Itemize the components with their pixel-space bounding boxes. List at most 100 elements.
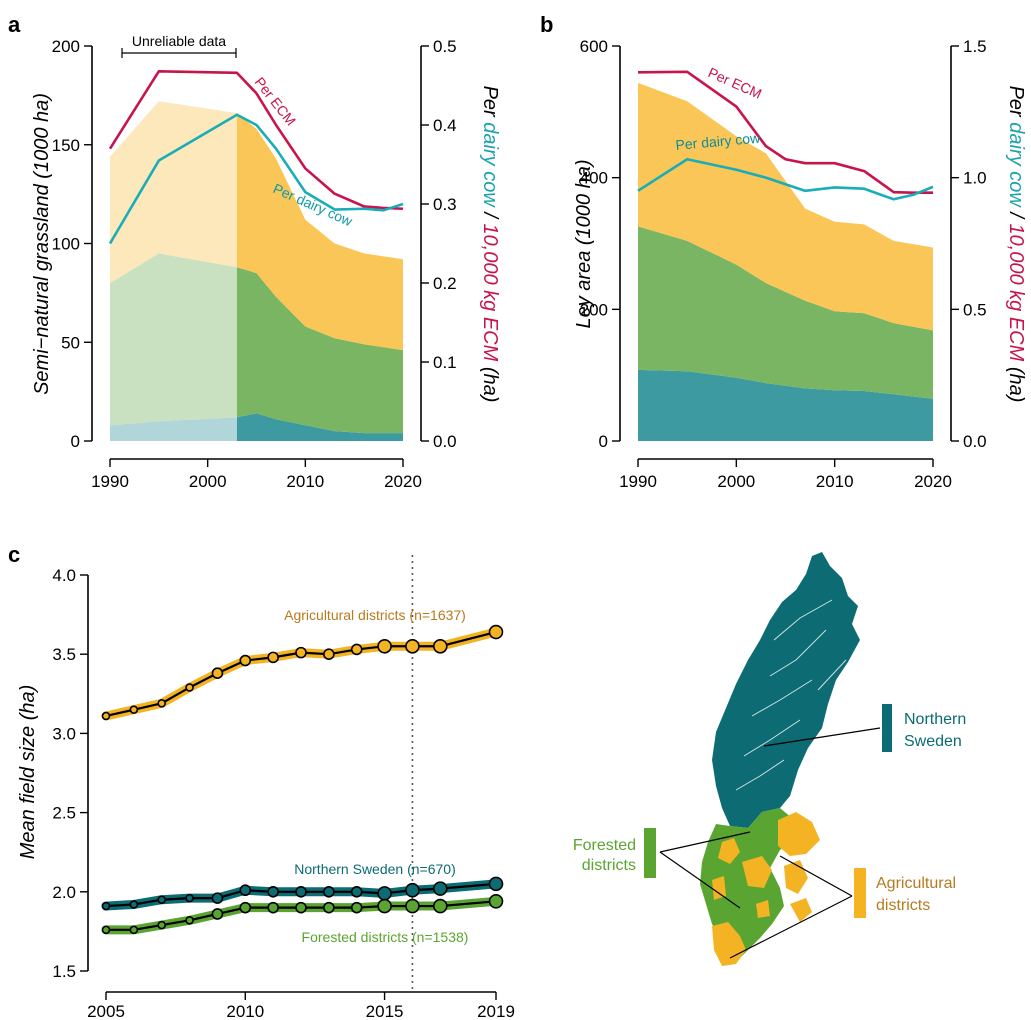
- c-point-agricultural: [377, 638, 392, 654]
- a-ylabel-right: Per dairy cow / 10,000 kg ECM (ha): [479, 86, 501, 403]
- c-point-forested: [405, 898, 420, 914]
- c-point-northern-sweden: [129, 900, 139, 909]
- a-ytick2-label: 0.1: [433, 353, 457, 372]
- c-point-agricultural: [267, 651, 279, 664]
- a-per-ecm-line: [108, 69, 404, 211]
- b-xtick-label: 1990: [619, 472, 657, 491]
- c-point-forested: [239, 901, 252, 914]
- c-point-agricultural: [239, 654, 252, 667]
- map-region-northern-sweden: [712, 552, 860, 828]
- c-point-agricultural: [129, 705, 139, 714]
- a-xtick-label: 1990: [91, 472, 129, 491]
- c-ytick-label: 2.5: [52, 804, 76, 823]
- panel-c-axes: 1.5 2.0 2.5 3.0 3.5 4.0 2005 2010 2015 2019: [52, 566, 515, 1020]
- c-point-forested: [267, 901, 279, 914]
- c-point-forested: [350, 901, 363, 914]
- a-ylabel-right-part-unit: (ha): [479, 361, 501, 402]
- b-xtick-label: 2000: [717, 472, 755, 491]
- unreliable-overlay: [108, 6, 237, 441]
- c-point-forested: [129, 925, 139, 935]
- b-area-orange: [638, 82, 933, 331]
- map-label-agri-1: Agricultural: [876, 875, 956, 892]
- c-point-northern-sweden: [488, 876, 504, 892]
- c-point-northern-sweden: [432, 881, 448, 896]
- a-xtick-label: 2020: [384, 472, 422, 491]
- c-ytick-label: 4.0: [52, 566, 76, 585]
- northern-sweden-swatch: [882, 704, 892, 752]
- a-ytick-label: 150: [52, 136, 80, 155]
- a-ytick-label: 200: [52, 37, 80, 56]
- c-label-agri-name: Agricultural districts: [284, 607, 405, 623]
- c-point-northern-sweden: [185, 893, 194, 903]
- b-ytick2-label: 0.5: [963, 300, 987, 319]
- b-ytick-label: 200: [580, 300, 608, 319]
- panel-b-ley-chart: b 0 200 400 600 0.0 0.5 1.0 1.5 1990 2000 2010 2020…: [540, 12, 1027, 491]
- a-ylabel-right-part-sep: /: [479, 207, 501, 224]
- map-region-agricultural-districts: [712, 812, 820, 966]
- a-line-label-ecm: Per ECM: [252, 74, 300, 129]
- a-ylabel-right-part-ecm: 10,000 kg ECM: [479, 223, 501, 361]
- c-point-forested: [211, 908, 224, 920]
- b-per-ecm-line: [637, 70, 933, 194]
- panel-a-lines: [108, 69, 404, 245]
- map-rivers: [735, 599, 847, 791]
- map-label-agri-2: districts: [876, 897, 930, 914]
- c-point-northern-sweden: [267, 885, 279, 898]
- panel-a-label: a: [8, 12, 21, 37]
- c-ytick-label: 3.5: [52, 645, 76, 664]
- panel-b-lines: [637, 70, 934, 201]
- a-ytick2-label: 0.0: [433, 432, 457, 451]
- b-ytick-label: 600: [580, 37, 608, 56]
- c-xtick-label: 2015: [366, 1002, 404, 1020]
- a-ytick2-label: 0.3: [433, 195, 457, 214]
- a-ylabel-right-part-cow: dairy cow: [479, 122, 501, 208]
- c-point-agricultural: [488, 624, 504, 640]
- c-xtick-label: 2019: [477, 1002, 515, 1020]
- c-point-forested: [488, 894, 504, 909]
- b-ylabel-right-part-sep: /: [1005, 207, 1027, 224]
- b-ytick2-label: 0.0: [963, 432, 987, 451]
- c-point-northern-sweden: [295, 885, 307, 898]
- c-ylabel: Mean field size (ha): [17, 685, 39, 860]
- c-ytick-label: 1.5: [52, 962, 76, 981]
- forested-districts-swatch: [644, 828, 656, 878]
- c-label-forest: Forested districts (n=1538): [302, 929, 469, 945]
- a-ytick2-label: 0.5: [433, 37, 457, 56]
- b-ytick2-label: 1.0: [963, 169, 987, 188]
- a-ytick2-label: 0.4: [433, 116, 457, 135]
- b-ytick-label: 0: [599, 432, 608, 451]
- c-label-agri: Agricultural districts (n=1637): [284, 607, 466, 623]
- b-ylabel-right: Per dairy cow / 10,000 kg ECM (ha): [1005, 86, 1027, 403]
- c-point-northern-sweden: [350, 885, 363, 898]
- panel-b-areas: [638, 82, 933, 441]
- c-label-north-n: (n=670): [407, 861, 456, 877]
- c-point-northern-sweden: [211, 892, 224, 904]
- c-point-northern-sweden: [323, 885, 335, 898]
- a-per-dairy-cow-line: [108, 113, 404, 245]
- c-label-north: Northern Sweden (n=670): [294, 861, 456, 877]
- c-xtick-label: 2005: [87, 1002, 125, 1020]
- b-ylabel: Ley area (1000 ha): [573, 159, 595, 328]
- c-label-forest-name: Forested districts: [302, 929, 409, 945]
- b-area-green: [638, 226, 933, 399]
- map-label-northern-1: Northern: [904, 711, 966, 728]
- b-ytick2-label: 1.5: [963, 37, 987, 56]
- agricultural-districts-swatch: [854, 868, 866, 918]
- unreliable-bracket: Unreliable data: [121, 33, 237, 58]
- b-ylabel-right-part-per: Per: [1005, 86, 1027, 123]
- b-xtick-label: 2010: [816, 472, 854, 491]
- c-point-agricultural: [432, 638, 448, 654]
- a-xtick-label: 2000: [189, 472, 227, 491]
- c-point-forested: [323, 901, 335, 914]
- c-point-agricultural: [405, 638, 420, 654]
- c-label-north-name: Northern Sweden: [294, 861, 403, 877]
- panel-a-grassland-chart: a 0 50 100 150 200 0.0 0.1 0.2 0.3 0.4 0.5 1990 2000…: [8, 6, 501, 491]
- c-point-forested: [157, 920, 167, 930]
- b-ylabel-right-part-ecm: 10,000 kg ECM: [1005, 223, 1027, 361]
- a-ytick-label: 50: [61, 333, 80, 352]
- c-point-agricultural: [211, 667, 224, 680]
- c-point-forested: [432, 898, 448, 914]
- c-point-forested: [185, 916, 194, 925]
- c-point-agricultural: [101, 711, 111, 721]
